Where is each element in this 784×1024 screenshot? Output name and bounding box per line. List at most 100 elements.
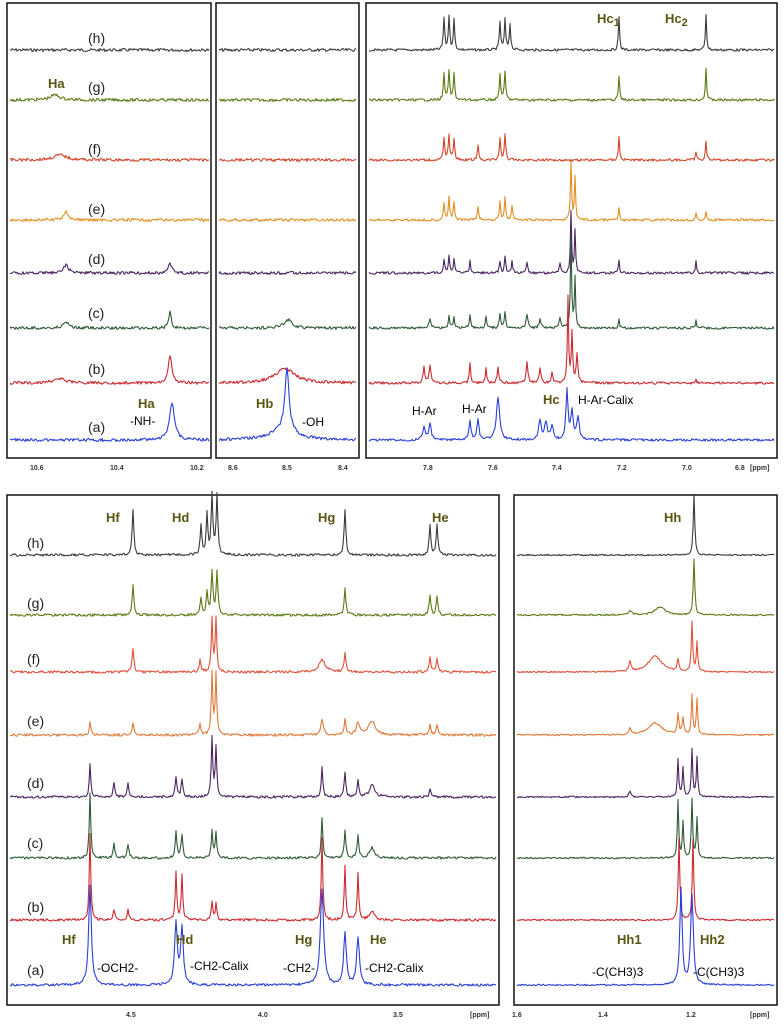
trace-bottom-right-e (516, 693, 775, 737)
series-label-e-top: (e) (88, 201, 105, 217)
annot-hh2: Hh2 (700, 932, 725, 947)
trace-top-right-g (368, 67, 775, 102)
annot-hf-top: Hf (106, 510, 120, 525)
trace-top-left-a (10, 402, 210, 442)
panel-top-right-frame (365, 2, 778, 459)
series-label-d-top: (d) (88, 251, 105, 267)
trace-top-right-d (368, 210, 775, 275)
series-label-c-top: (c) (88, 305, 104, 321)
trace-bottom-right-h (516, 493, 775, 557)
trace-top-right-c (368, 235, 775, 330)
trace-top-middle-a (218, 367, 357, 442)
trace-bottom-right-f (516, 620, 775, 674)
trace-bottom-right-a (516, 886, 775, 987)
series-label-d-bottom: (d) (27, 775, 44, 791)
annot-ch2: -CH2- (283, 961, 315, 975)
series-label-h-top: (h) (88, 30, 105, 46)
annot-hd-bottom: Hd (176, 932, 193, 947)
panel-top-middle-frame (215, 2, 360, 459)
tick-tm-84: 8.4 (338, 465, 348, 472)
trace-top-right-f (368, 133, 775, 162)
tick-bl-35: 3.5 (393, 1012, 403, 1019)
series-label-g-top: (g) (88, 79, 105, 95)
trace-top-right-e (368, 160, 775, 222)
tick-tl-106: 10.6 (30, 465, 44, 472)
annot-hh: Hh (664, 510, 681, 525)
trace-top-left-f (10, 153, 210, 162)
annot-ch2-calix-2: -CH2-Calix (365, 961, 424, 975)
series-label-f-bottom: (f) (27, 651, 40, 667)
trace-bottom-right-c (516, 797, 775, 860)
series-label-a-bottom: (a) (27, 962, 44, 978)
trace-top-middle-f (218, 157, 357, 163)
tick-br-16: 1.6 (512, 1012, 522, 1019)
panel-bottom-right-frame (513, 494, 778, 1006)
tick-tm-85: 8.5 (282, 465, 292, 472)
annot-hb: Hb (256, 396, 273, 411)
trace-bottom-left-h (9, 490, 497, 557)
trace-bottom-right-g (516, 558, 775, 617)
tick-bl-40: 4.0 (258, 1012, 268, 1019)
series-label-b-top: (b) (88, 361, 105, 377)
tick-br-14: 1.4 (598, 1012, 608, 1019)
annot-cch3-2: -C(CH3)3 (693, 965, 745, 979)
tick-tl-102: 10.2 (190, 465, 204, 472)
trace-bottom-left-f (10, 615, 497, 674)
annot-hh1: Hh1 (617, 932, 642, 947)
tick-tl-104: 10.4 (110, 465, 124, 472)
annot-hc2: Hc2 (665, 11, 688, 29)
annot-ha-bottom: Ha (138, 396, 155, 411)
annot-hc: Hc (543, 392, 560, 407)
series-label-a-top: (a) (88, 419, 105, 435)
annot-hc1: Hc1 (597, 11, 620, 29)
annot-he-bottom: He (370, 932, 387, 947)
annot-oh: -OH (302, 415, 324, 429)
trace-top-middle-h (218, 47, 357, 52)
trace-top-left-h (9, 47, 210, 53)
trace-top-left-b (9, 355, 210, 385)
annot-har-calix: H-Ar-Calix (578, 393, 633, 407)
axis-ticks: 10.6 10.4 10.2 8.6 8.5 8.4 7.8 7.6 7.4 7… (30, 465, 769, 1019)
tick-tr-72: 7.2 (617, 465, 627, 472)
tick-tm-86: 8.6 (228, 465, 238, 472)
trace-top-left-e (9, 210, 210, 223)
tick-bl-ppm: [ppm] (470, 1012, 489, 1019)
annot-hd-top: Hd (172, 510, 189, 525)
series-label-f-top: (f) (88, 141, 101, 157)
trace-top-middle-d (218, 270, 357, 276)
trace-bottom-right-b (516, 837, 775, 922)
series-label-g-bottom: (g) (27, 595, 44, 611)
annot-cch3-1: -C(CH3)3 (592, 965, 644, 979)
annot-ch2-calix-1: -CH2-Calix (190, 959, 249, 973)
trace-bottom-left-c (9, 792, 497, 860)
annot-nh: -NH- (130, 414, 155, 428)
series-labels-top: (h) (g) (f) (e) (d) (c) (b) (a) (88, 30, 105, 435)
tick-tr-76: 7.6 (488, 465, 498, 472)
trace-bottom-left-g (9, 568, 497, 617)
tick-br-ppm: [ppm] (750, 1012, 769, 1019)
tick-tr-78: 7.8 (423, 465, 433, 472)
trace-top-middle-e (218, 217, 357, 223)
series-labels-bottom: (h) (g) (f) (e) (d) (c) (b) (a) (27, 535, 44, 978)
trace-top-left-g (9, 93, 209, 102)
trace-bottom-right-d (516, 747, 775, 799)
series-label-h-bottom: (h) (27, 535, 44, 551)
tick-tr-74: 7.4 (552, 465, 562, 472)
trace-top-middle-g (218, 97, 357, 103)
tick-bl-45: 4.5 (126, 1012, 136, 1019)
tick-tr-70: 7.0 (682, 465, 692, 472)
panel-top-left-frame (6, 2, 212, 459)
trace-top-left-d (9, 262, 210, 275)
tick-tr-ppm: [ppm] (750, 465, 769, 472)
trace-bottom-left-a (9, 884, 497, 987)
series-label-e-bottom: (e) (27, 713, 44, 729)
annot-har-2: H-Ar (462, 402, 487, 416)
trace-top-right-a (368, 386, 775, 442)
trace-top-right-h (368, 13, 775, 52)
annot-har-1: H-Ar (412, 404, 437, 418)
trace-top-left-c (9, 310, 210, 330)
series-label-b-bottom: (b) (27, 899, 44, 915)
annot-hf-bottom: Hf (62, 932, 76, 947)
series-label-c-bottom: (c) (27, 835, 43, 851)
annot-hg-bottom: Hg (295, 932, 312, 947)
